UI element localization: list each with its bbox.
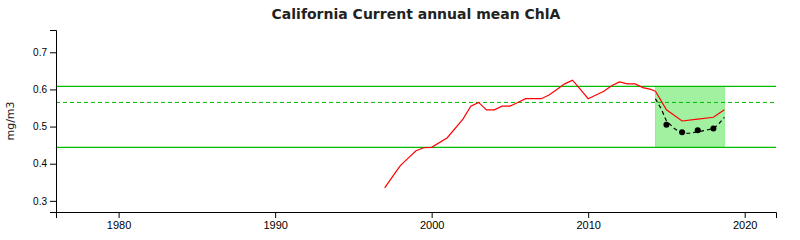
y-tick-label: 0.6 [33,84,47,95]
x-axis: 1980 1990 2000 2010 2020 [57,212,777,231]
series-line [655,99,724,134]
x-tick-label: 2010 [576,219,600,231]
x-tick-mark [432,212,433,218]
x-tick: 1980 [107,212,131,231]
plot-area [56,80,776,188]
x-tick-label: 1990 [263,219,287,231]
y-axis: 0.3 0.4 0.5 0.6 0.7 [33,31,56,213]
series-line [385,80,656,188]
y-tick: 0.5 [33,121,56,132]
reference-line [56,86,776,87]
highlight-box [655,86,724,147]
point [663,122,669,128]
x-tick-label: 2020 [733,219,757,231]
series-line [655,91,724,121]
y-tick-mark [50,89,56,90]
y-tick-mark [50,52,56,53]
y-tick-label: 0.4 [33,158,47,169]
y-tick: 0.7 [33,47,56,58]
y-tick-mark [50,164,56,165]
y-tick: 0.4 [33,158,56,169]
y-tick-mark [50,127,56,128]
x-tick-mark [275,212,276,218]
series-points [663,122,716,135]
point [695,127,701,133]
reference-line [56,102,776,103]
x-tick: 1990 [263,212,287,231]
x-tick: 2020 [733,212,757,231]
point [710,125,716,131]
point [679,129,685,135]
y-tick: 0.6 [33,84,56,95]
x-axis-line [57,213,777,219]
x-tick-mark [745,212,746,218]
y-tick: 0.3 [33,196,56,207]
x-tick-label: 2000 [420,219,444,231]
y-tick-label: 0.3 [33,196,47,207]
x-tick-label: 1980 [107,219,131,231]
x-tick: 2010 [576,212,600,231]
title: California Current annual mean ChlA [272,6,561,22]
reference-line [56,147,776,148]
x-tick: 2000 [420,212,444,231]
y-tick-label: 0.5 [33,121,47,132]
chart: 1980 1990 2000 2010 2020 0.3 0.4 0.5 0.6 0.7 Calif… [0,0,800,240]
x-tick-mark [119,212,120,218]
y-tick-mark [50,201,56,202]
y-tick-label: 0.7 [33,47,47,58]
x-tick-mark [588,212,589,218]
y-axis-label: mg/m3 [4,101,17,140]
y-axis-line [50,31,57,213]
